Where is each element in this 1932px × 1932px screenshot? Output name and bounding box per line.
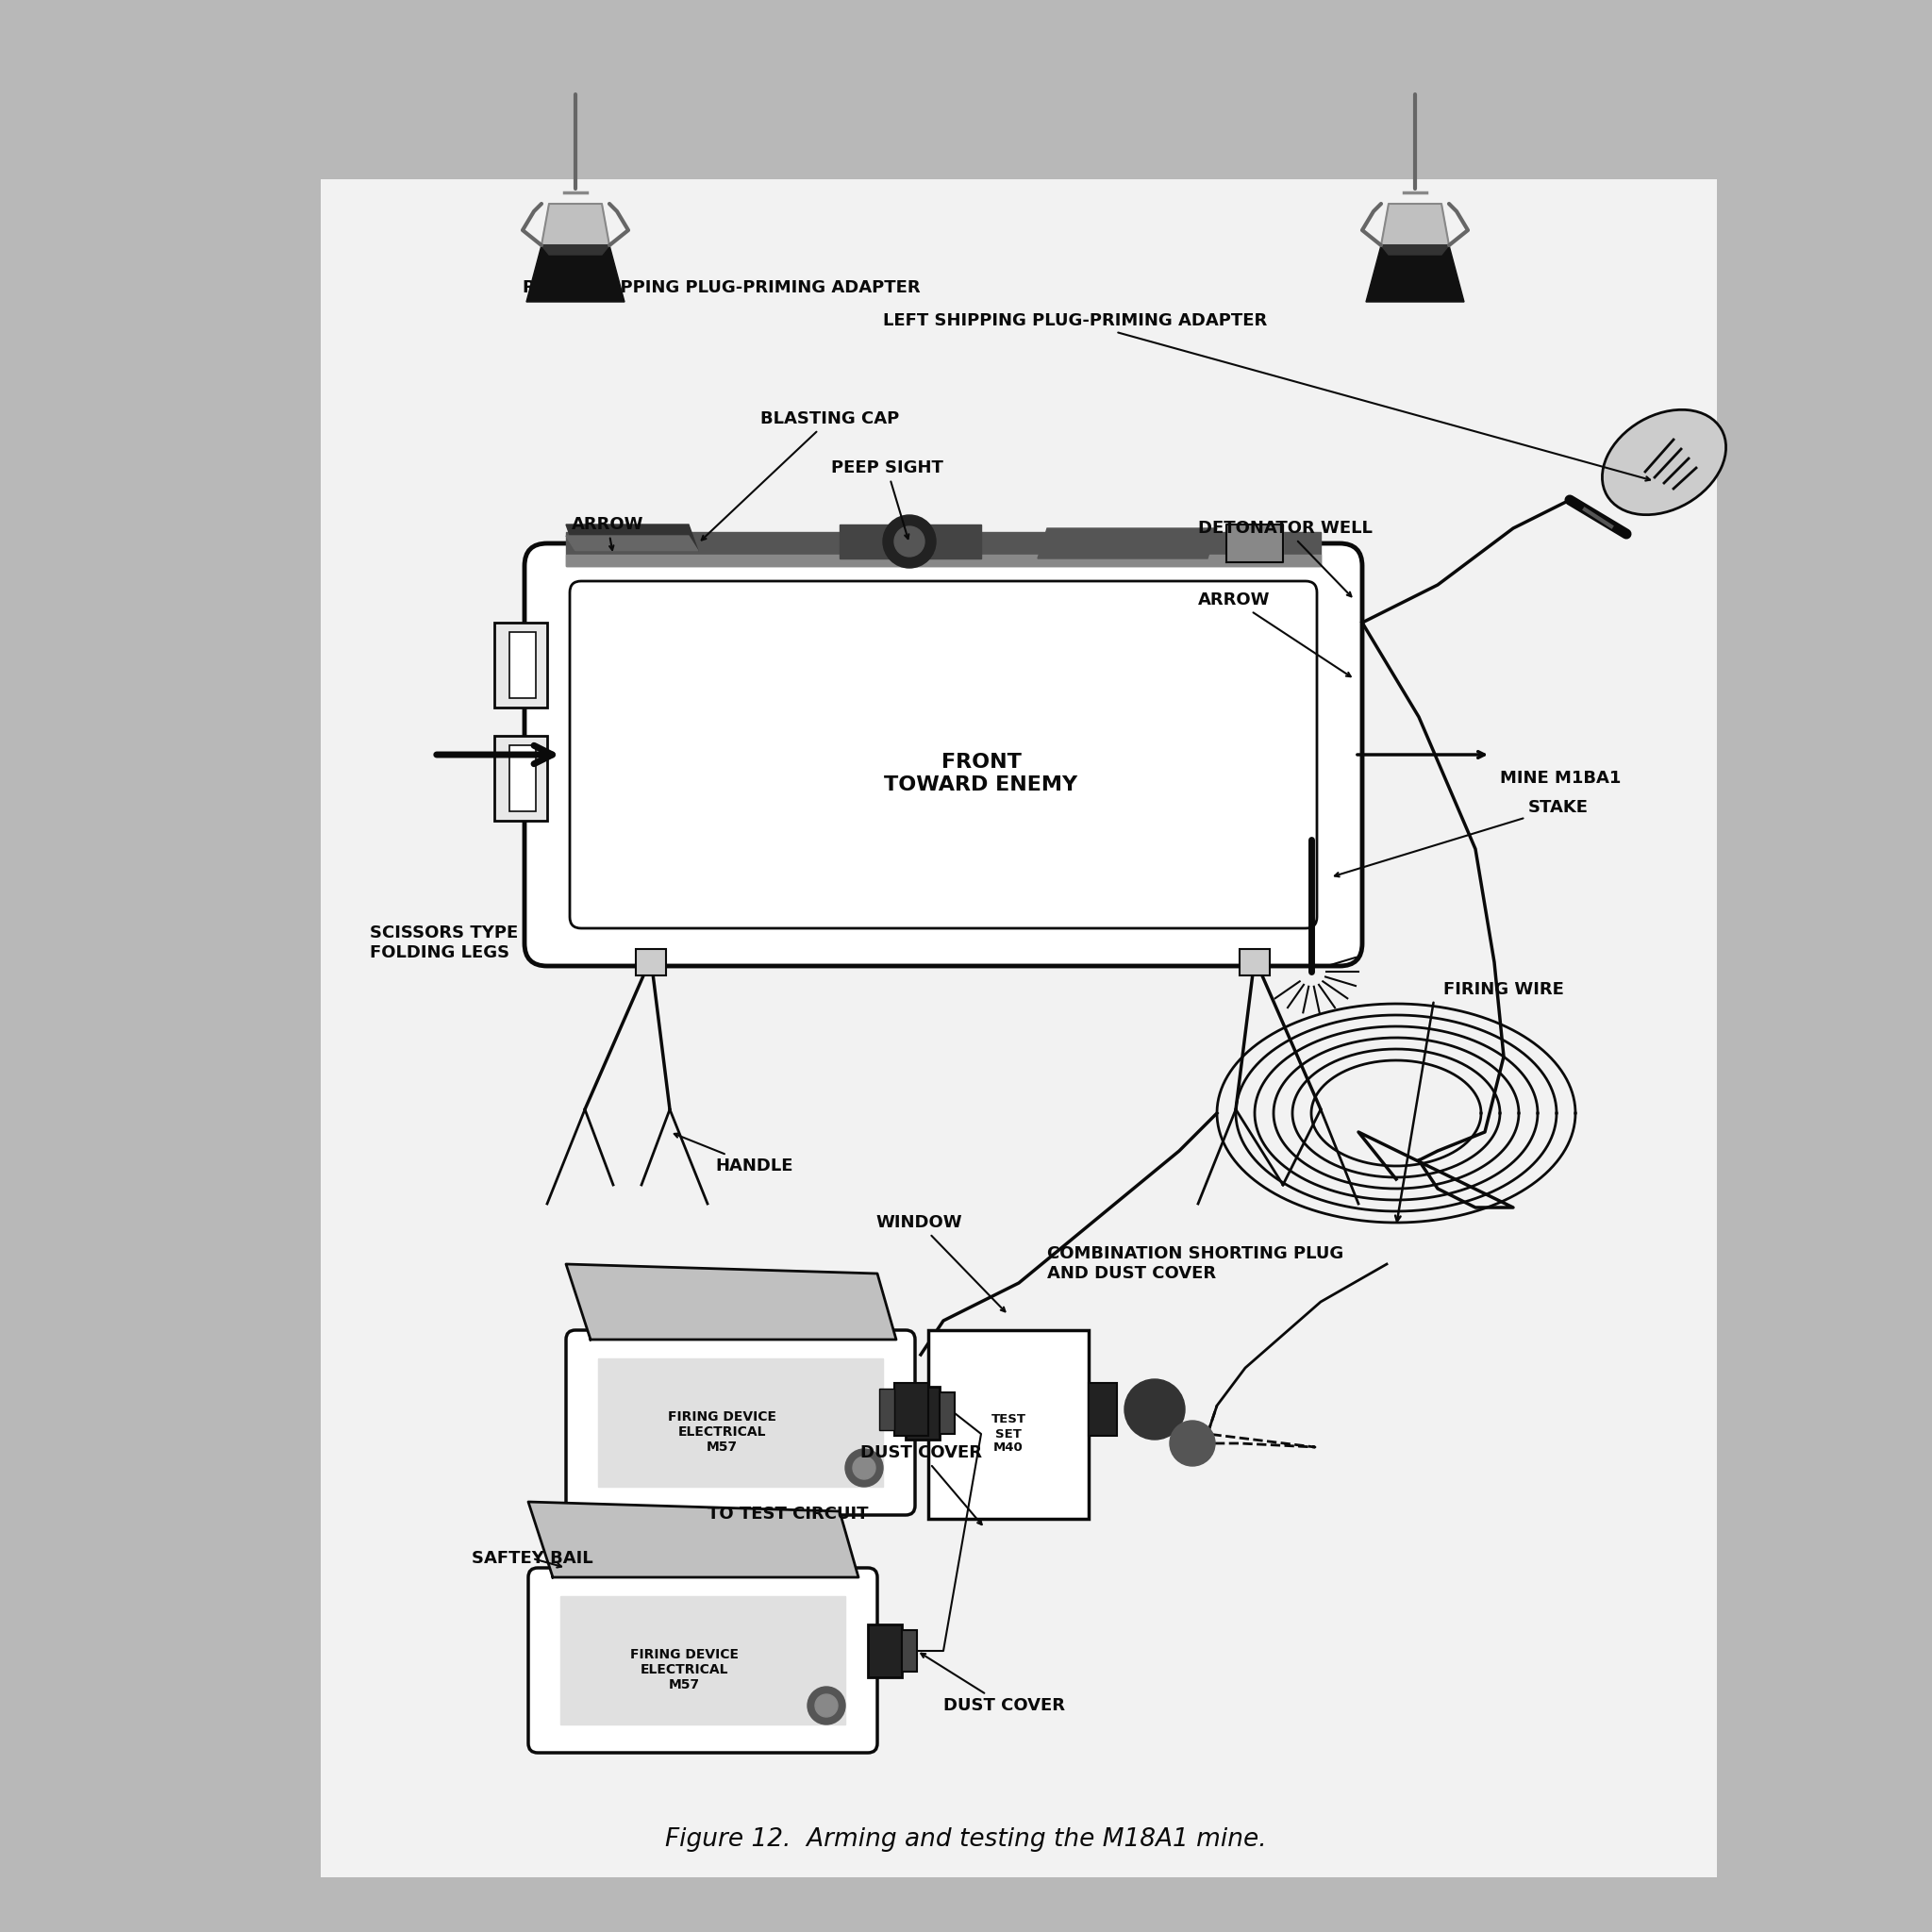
Circle shape xyxy=(883,516,935,568)
Bar xyxy=(927,1329,1088,1519)
Text: WINDOW: WINDOW xyxy=(875,1213,1005,1312)
FancyBboxPatch shape xyxy=(570,582,1318,927)
Text: ARROW: ARROW xyxy=(572,516,643,551)
Bar xyxy=(510,746,535,811)
Polygon shape xyxy=(560,1596,846,1725)
Polygon shape xyxy=(1227,524,1283,562)
Text: COMBINATION SHORTING PLUG
AND DUST COVER: COMBINATION SHORTING PLUG AND DUST COVER xyxy=(1047,1246,1343,1281)
Text: DETONATOR WELL: DETONATOR WELL xyxy=(1198,520,1372,597)
Text: HANDLE: HANDLE xyxy=(674,1134,794,1175)
Text: SAFTEY BAIL: SAFTEY BAIL xyxy=(471,1549,593,1567)
Text: DUST COVER: DUST COVER xyxy=(860,1445,981,1524)
Bar xyxy=(906,1387,939,1439)
Bar xyxy=(321,180,1718,1878)
Text: MINE M1BA1: MINE M1BA1 xyxy=(1499,769,1621,786)
Text: TEST
SET
M40: TEST SET M40 xyxy=(991,1414,1026,1455)
Bar xyxy=(510,632,535,697)
Text: FIRING DEVICE
ELECTRICAL
M57: FIRING DEVICE ELECTRICAL M57 xyxy=(667,1410,777,1455)
Polygon shape xyxy=(1037,527,1217,558)
Bar xyxy=(867,1625,902,1677)
Bar xyxy=(495,736,547,821)
Polygon shape xyxy=(1381,203,1449,245)
Polygon shape xyxy=(599,1358,883,1488)
Bar xyxy=(1240,949,1269,976)
Text: BLASTING CAP: BLASTING CAP xyxy=(701,410,900,541)
Text: STAKE: STAKE xyxy=(1335,800,1588,877)
Polygon shape xyxy=(541,245,609,255)
Polygon shape xyxy=(1366,245,1464,301)
Polygon shape xyxy=(566,1264,896,1339)
Bar xyxy=(895,1383,927,1435)
Polygon shape xyxy=(1381,245,1449,255)
Polygon shape xyxy=(566,524,697,551)
Text: RIGHT SHIPPING PLUG-PRIMING ADAPTER: RIGHT SHIPPING PLUG-PRIMING ADAPTER xyxy=(524,280,920,296)
Circle shape xyxy=(895,526,925,556)
Polygon shape xyxy=(527,1501,858,1577)
Circle shape xyxy=(1169,1420,1215,1466)
Polygon shape xyxy=(840,524,981,558)
FancyBboxPatch shape xyxy=(524,543,1362,966)
Bar xyxy=(902,1631,918,1671)
Polygon shape xyxy=(566,535,697,551)
Text: DUST COVER: DUST COVER xyxy=(922,1654,1065,1714)
Text: LEFT SHIPPING PLUG-PRIMING ADAPTER: LEFT SHIPPING PLUG-PRIMING ADAPTER xyxy=(883,313,1650,481)
Polygon shape xyxy=(566,531,1321,566)
Polygon shape xyxy=(526,245,624,301)
FancyBboxPatch shape xyxy=(566,1329,916,1515)
Circle shape xyxy=(815,1694,838,1718)
Circle shape xyxy=(1124,1379,1184,1439)
Text: ARROW: ARROW xyxy=(1198,591,1350,676)
Bar xyxy=(939,1393,954,1434)
Bar xyxy=(495,622,547,707)
Ellipse shape xyxy=(1602,410,1725,514)
Circle shape xyxy=(846,1449,883,1488)
Text: SCISSORS TYPE
FOLDING LEGS: SCISSORS TYPE FOLDING LEGS xyxy=(369,925,518,960)
Bar xyxy=(1088,1383,1117,1435)
Bar xyxy=(636,949,667,976)
FancyBboxPatch shape xyxy=(527,1569,877,1752)
Circle shape xyxy=(808,1687,846,1725)
Text: TO TEST CIRCUIT: TO TEST CIRCUIT xyxy=(707,1505,867,1522)
Text: FIRING DEVICE
ELECTRICAL
M57: FIRING DEVICE ELECTRICAL M57 xyxy=(630,1648,738,1692)
Bar xyxy=(879,1389,895,1430)
Text: PEEP SIGHT: PEEP SIGHT xyxy=(831,460,943,539)
Text: Figure 12.  Arming and testing the M18A1 mine.: Figure 12. Arming and testing the M18A1 … xyxy=(665,1828,1267,1851)
Circle shape xyxy=(852,1457,875,1480)
Polygon shape xyxy=(566,554,1321,566)
Polygon shape xyxy=(541,203,609,245)
Text: FRONT
TOWARD ENEMY: FRONT TOWARD ENEMY xyxy=(885,753,1078,794)
Text: FIRING WIRE: FIRING WIRE xyxy=(1443,981,1565,999)
